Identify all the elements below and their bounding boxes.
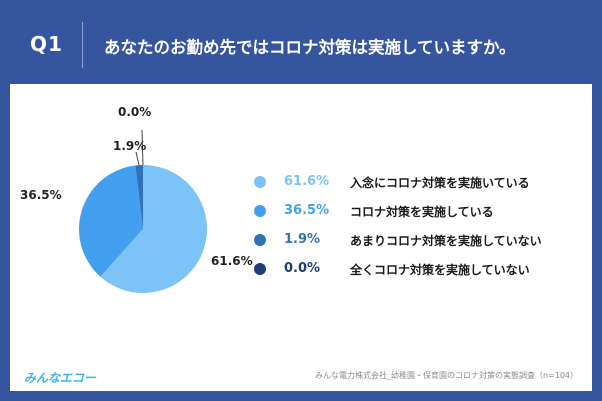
source-note: みんな電力株式会社_幼稚園・保育園のコロナ対策の実態調査（n=104） (314, 371, 578, 380)
legend-percent: 61.6% (284, 174, 330, 189)
legend-color-dot (254, 234, 266, 246)
legend-item: 36.5% コロナ対策を実施している (254, 201, 574, 221)
leader-line (141, 129, 144, 166)
legend-label: あまりコロナ対策を実施していない (350, 234, 542, 248)
slice-value-label: 36.5% (20, 188, 62, 202)
legend-color-dot (254, 263, 266, 275)
leader-line (135, 151, 140, 166)
legend-label: 全くコロナ対策を実施していない (350, 263, 530, 277)
legend-percent: 36.5% (284, 203, 330, 218)
legend-color-dot (254, 176, 266, 188)
legend-label: 入念にコロナ対策を実施いている (350, 176, 530, 190)
legend-percent: 0.0% (284, 261, 321, 276)
chart-card: 61.6% 36.5% 1.9% 0.0% 61.6% 入念にコロナ対策を実施いている 3… (10, 84, 592, 391)
question-title: あなたのお勤め先ではコロナ対策は実施していますか。 (104, 38, 516, 57)
legend-item: 61.6% 入念にコロナ対策を実施いている (254, 172, 574, 192)
legend-item: 1.9% あまりコロナ対策を実施していない (254, 230, 574, 250)
legend-item: 0.0% 全くコロナ対策を実施していない (254, 259, 574, 279)
brand-logo: みんなエコー (24, 371, 97, 385)
legend-percent: 1.9% (284, 232, 321, 247)
legend-color-dot (254, 205, 266, 217)
pie-slice-0 (100, 165, 208, 293)
slice-value-label: 61.6% (211, 254, 253, 268)
header: Q1 あなたのお勤め先ではコロナ対策は実施していますか。 (0, 0, 602, 84)
slice-value-label: 0.0% (118, 105, 152, 119)
question-number: Q1 (30, 32, 63, 56)
pie-chart (79, 129, 208, 293)
legend-label: コロナ対策を実施している (350, 205, 494, 219)
pie-slice-2 (135, 165, 143, 229)
slice-value-label: 1.9% (113, 139, 147, 153)
header-divider (82, 22, 83, 68)
pie-slice-1 (79, 165, 143, 277)
